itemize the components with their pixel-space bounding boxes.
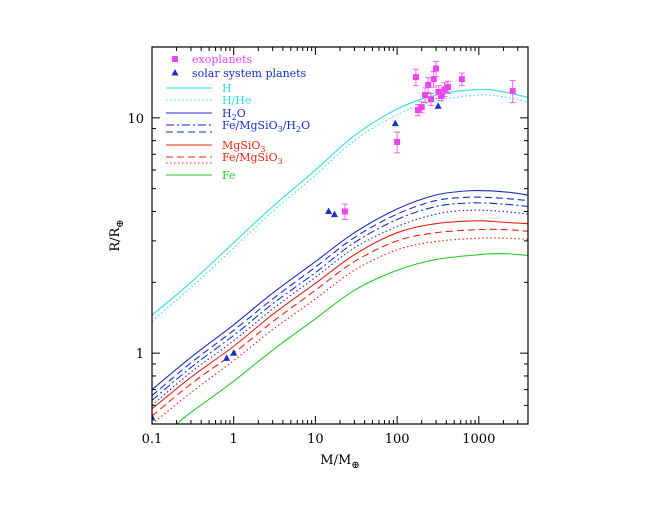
solar-system-planet-point <box>223 354 231 361</box>
curve-h2o-dashed <box>152 196 528 397</box>
exoplanet-point <box>445 80 452 94</box>
solar-system-planet-point <box>434 102 442 109</box>
curve-h <box>152 88 528 316</box>
curve-fe-mgsio3-dotted <box>152 237 528 424</box>
legend-entry: Fe <box>166 169 236 182</box>
legend-label: Fe/MgSiO3 <box>222 151 283 166</box>
x-tick-label: 0.1 <box>142 432 163 447</box>
legend-label: MgSiO3 <box>222 139 265 154</box>
exoplanet-point <box>433 60 440 77</box>
exoplanet-point <box>509 80 516 104</box>
solar-system-planet-point <box>152 414 156 421</box>
exoplanet-point <box>428 93 435 106</box>
legend-entry: H/He <box>166 94 251 107</box>
legend-label: H <box>222 82 232 95</box>
curve-h2o <box>152 190 528 391</box>
plot-frame <box>151 46 529 425</box>
exoplanet-point <box>422 87 429 104</box>
legend-label: Fe <box>222 169 236 182</box>
legend-triangle-marker <box>171 69 179 76</box>
solar-system-planet-point <box>230 349 238 356</box>
planet-points <box>152 60 516 421</box>
legend-entry: exoplanets <box>172 53 252 66</box>
curve-fe <box>176 252 528 424</box>
legend-label: Fe/MgSiO3/H2O <box>222 119 310 134</box>
y-tick-label: 1 <box>136 347 144 362</box>
legend-entry: MgSiO3 <box>166 139 265 154</box>
legend-entry: H <box>166 82 232 95</box>
y-tick-label: 10 <box>127 112 144 127</box>
solar-system-planet-point <box>391 119 399 127</box>
axis-ticks: 0.1 1 10 100 1000 1 10 <box>127 46 529 447</box>
legend-entry: Fe/MgSiO3/H2O <box>166 119 310 134</box>
exoplanet-point <box>441 82 448 98</box>
curve-fe-mgsio3-h2o <box>152 202 528 401</box>
legend-square-marker <box>172 56 178 62</box>
solar-system-planet-point <box>330 210 338 218</box>
legend-entry: H2O <box>166 107 246 122</box>
exoplanet-point <box>418 101 425 114</box>
model-curves <box>152 88 528 424</box>
x-axis-label: M/M⊕ <box>320 453 359 471</box>
y-axis-label: R/R⊕ <box>108 219 126 251</box>
curve-h-he <box>152 94 528 322</box>
curve-mgsio3 <box>152 220 528 410</box>
legend-label: solar system planets <box>192 67 307 80</box>
x-tick-label: 100 <box>385 432 410 447</box>
exoplanet-point <box>430 71 437 88</box>
curve-h2o-dotted <box>152 209 528 406</box>
legend-label: H/He <box>222 94 251 107</box>
legend-label: exoplanets <box>192 53 252 66</box>
exoplanet-point <box>341 203 348 220</box>
legend-entry: solar system planets <box>171 67 307 80</box>
solar-system-planet-point <box>325 207 333 214</box>
exoplanet-point <box>394 131 401 154</box>
exoplanet-point <box>425 77 432 94</box>
x-tick-label: 10 <box>307 432 324 447</box>
legend-label: H2O <box>222 107 246 122</box>
curve-fe-mgsio3 <box>152 228 528 417</box>
exoplanet-point <box>412 68 419 87</box>
legend-entry: Fe/MgSiO3 <box>166 151 283 166</box>
exoplanet-point <box>458 72 465 87</box>
x-tick-label: 1 <box>230 432 238 447</box>
x-tick-label: 1000 <box>462 432 495 447</box>
